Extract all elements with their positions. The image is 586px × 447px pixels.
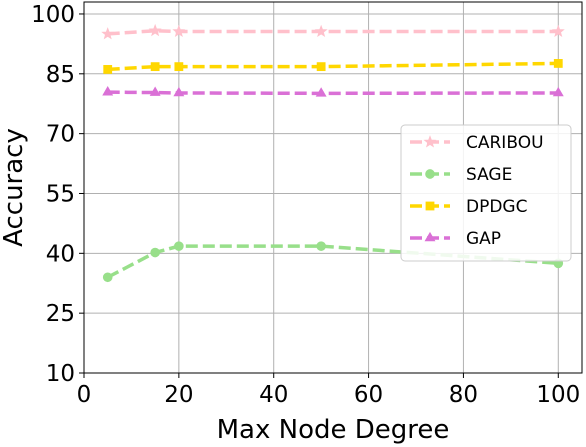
- data-point: [150, 247, 160, 258]
- data-point: [315, 87, 327, 97]
- plot-frame: [83, 1, 583, 374]
- series-caribou: [101, 23, 565, 40]
- y-axis-title: Accuracy: [0, 128, 29, 247]
- y-tick-label: 70: [46, 122, 75, 148]
- data-point: [552, 86, 564, 97]
- data-point: [150, 62, 160, 72]
- data-point: [148, 23, 162, 37]
- data-point: [101, 27, 115, 40]
- y-tick-label: 25: [46, 301, 75, 327]
- series-sage: [102, 241, 564, 283]
- data-point: [174, 62, 184, 72]
- data-point: [172, 24, 186, 38]
- legend-marker: [425, 169, 435, 179]
- data-point: [553, 59, 563, 68]
- legend-label: DPDGC: [466, 197, 527, 217]
- data-point: [316, 241, 326, 251]
- x-tick-label: 0: [77, 382, 92, 408]
- data-point: [173, 86, 185, 97]
- legend: CARIBOU SAGE DPDGC GAP: [400, 124, 572, 262]
- data-point: [103, 65, 113, 74]
- x-tick-label: 60: [354, 382, 383, 408]
- x-axis-title: Max Node Degree: [217, 415, 450, 445]
- data-point: [551, 24, 565, 38]
- y-tick-label: 10: [46, 361, 75, 387]
- y-tick-label: 100: [31, 2, 75, 28]
- data-point: [316, 62, 326, 72]
- x-tick-label: 40: [259, 382, 288, 408]
- legend-item-gap: GAP: [410, 229, 501, 249]
- legend-label: CARIBOU: [466, 133, 544, 153]
- data-point: [174, 241, 184, 251]
- series-layer: [101, 23, 565, 283]
- legend-item-dpdgc: DPDGC: [410, 197, 527, 217]
- legend-item-caribou: CARIBOU: [410, 133, 544, 153]
- data-point: [102, 272, 113, 283]
- y-tick-label: 40: [46, 241, 75, 267]
- y-tick-label: 55: [46, 181, 75, 207]
- legend-marker: [423, 135, 437, 148]
- data-point: [102, 86, 114, 96]
- series-gap: [102, 86, 564, 97]
- x-tick-label: 20: [164, 382, 193, 408]
- legend-item-sage: SAGE: [410, 165, 512, 185]
- legend-marker: [425, 201, 435, 211]
- legend-label: GAP: [466, 229, 501, 249]
- legend-marker: [424, 231, 436, 242]
- y-tick-label: 85: [46, 62, 75, 88]
- x-axis: 0 20 40 60 80 100: [77, 373, 580, 408]
- x-tick-label: 80: [449, 382, 478, 408]
- x-tick-label: 100: [536, 382, 580, 408]
- legend-box: [400, 124, 572, 262]
- series-dpdgc: [103, 59, 563, 74]
- data-point: [314, 24, 328, 38]
- legend-label: SAGE: [466, 165, 512, 185]
- data-point: [149, 86, 161, 96]
- y-axis: 10 25 40 55 70 85 100: [31, 2, 84, 387]
